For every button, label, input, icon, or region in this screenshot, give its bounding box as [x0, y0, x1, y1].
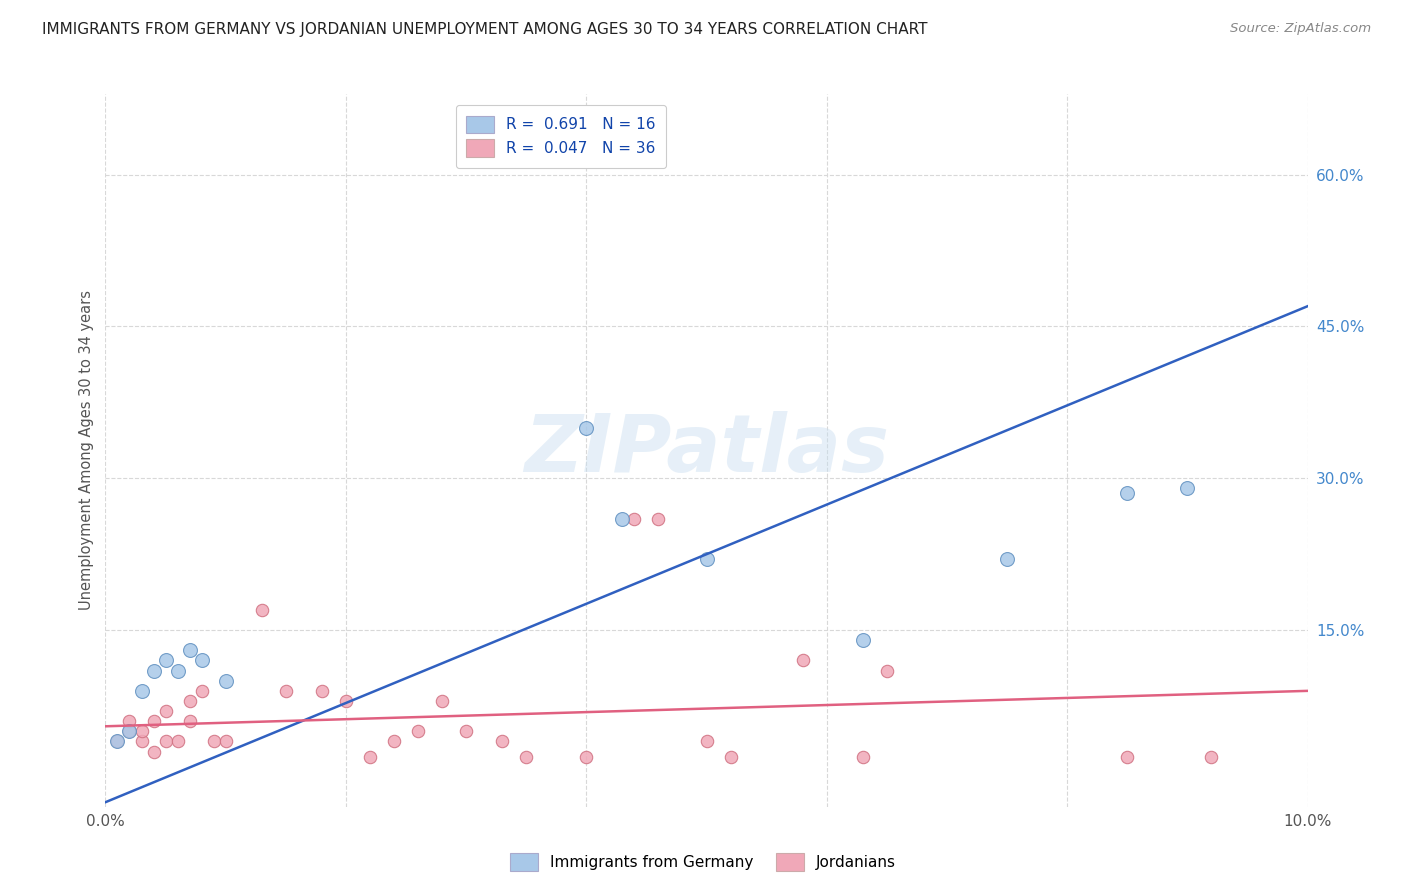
Point	[335, 694, 357, 708]
Point	[720, 749, 742, 764]
Point	[1116, 749, 1139, 764]
Point	[430, 694, 453, 708]
Point	[382, 734, 405, 748]
Point	[647, 512, 669, 526]
Point	[155, 734, 177, 748]
Point	[166, 734, 188, 748]
Legend: R =  0.691   N = 16, R =  0.047   N = 36: R = 0.691 N = 16, R = 0.047 N = 36	[456, 105, 666, 168]
Point	[155, 653, 177, 667]
Point	[1175, 482, 1198, 496]
Point	[454, 724, 477, 739]
Point	[214, 734, 236, 748]
Text: ZIPatlas: ZIPatlas	[524, 411, 889, 490]
Point	[406, 724, 429, 739]
Point	[190, 684, 212, 698]
Point	[696, 734, 718, 748]
Point	[142, 745, 165, 759]
Point	[131, 724, 153, 739]
Point	[852, 633, 875, 648]
Legend: Immigrants from Germany, Jordanians: Immigrants from Germany, Jordanians	[503, 847, 903, 877]
Point	[995, 552, 1018, 566]
Point	[155, 704, 177, 718]
Point	[250, 603, 273, 617]
Point	[612, 512, 634, 526]
Point	[166, 664, 188, 678]
Point	[1201, 749, 1223, 764]
Point	[575, 749, 598, 764]
Point	[142, 714, 165, 729]
Point	[179, 694, 201, 708]
Point	[575, 420, 598, 434]
Point	[274, 684, 297, 698]
Point	[118, 724, 141, 739]
Point	[107, 734, 129, 748]
Point	[359, 749, 381, 764]
Point	[179, 714, 201, 729]
Point	[190, 653, 212, 667]
Point	[107, 734, 129, 748]
Point	[623, 512, 645, 526]
Point	[131, 734, 153, 748]
Text: Source: ZipAtlas.com: Source: ZipAtlas.com	[1230, 22, 1371, 36]
Point	[214, 673, 236, 688]
Point	[696, 552, 718, 566]
Point	[179, 643, 201, 657]
Y-axis label: Unemployment Among Ages 30 to 34 years: Unemployment Among Ages 30 to 34 years	[79, 291, 94, 610]
Point	[202, 734, 225, 748]
Point	[491, 734, 513, 748]
Point	[142, 664, 165, 678]
Point	[118, 724, 141, 739]
Point	[1116, 486, 1139, 500]
Point	[118, 714, 141, 729]
Point	[131, 684, 153, 698]
Point	[876, 664, 898, 678]
Point	[792, 653, 814, 667]
Point	[311, 684, 333, 698]
Point	[515, 749, 537, 764]
Point	[852, 749, 875, 764]
Text: IMMIGRANTS FROM GERMANY VS JORDANIAN UNEMPLOYMENT AMONG AGES 30 TO 34 YEARS CORR: IMMIGRANTS FROM GERMANY VS JORDANIAN UNE…	[42, 22, 928, 37]
